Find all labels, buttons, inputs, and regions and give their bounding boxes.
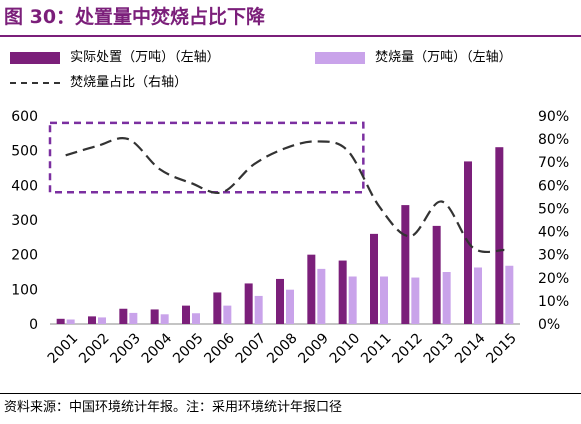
bar-incineration-2013	[442, 272, 451, 324]
bar-disposal-2010	[338, 260, 347, 324]
bar-disposal-2007	[244, 283, 253, 324]
source-divider	[0, 393, 581, 394]
bar-incineration-2014	[474, 267, 482, 324]
legend-item-ratio: 焚烧量占比（右轴）	[10, 74, 187, 92]
annotation-dashed-box	[48, 121, 365, 194]
x-tick-label: 2002	[76, 330, 113, 367]
legend-swatch-incineration	[315, 51, 365, 64]
bar-disposal-2013	[432, 225, 441, 324]
y-left-tick-label: 0	[29, 317, 38, 333]
figure-title: 图 30：处置量中焚烧占比下降	[4, 6, 266, 28]
legend-swatch-disposal	[10, 51, 60, 64]
bar-incineration-2009	[317, 268, 326, 324]
y-right-tick-label: 0%	[538, 317, 560, 333]
y-right-tick-label: 90%	[538, 109, 569, 125]
x-tick-label: 2014	[452, 330, 489, 367]
bar-disposal-2012	[401, 205, 410, 324]
y-right-tick-label: 20%	[538, 271, 569, 287]
y-left-tick-label: 500	[11, 144, 38, 160]
x-tick-label: 2003	[107, 330, 144, 367]
x-tick-label: 2009	[295, 330, 332, 367]
bar-incineration-2011	[380, 276, 388, 324]
y-left-tick-label: 600	[11, 109, 38, 125]
chart-area: 0 100 200 300 400 500 600 0% 10% 20% 30% 40% 50% 60% 7…	[11, 109, 569, 367]
title-divider	[0, 35, 581, 37]
y-right-tick-label: 60%	[538, 178, 569, 194]
x-tick-label: 2005	[170, 330, 207, 367]
x-tick-label: 2004	[139, 330, 176, 367]
y-right-tick-label: 10%	[538, 294, 569, 310]
x-tick-label: 2007	[233, 330, 270, 367]
y-right-tick-label: 30%	[538, 248, 569, 264]
bar-incineration-2012	[411, 277, 420, 324]
bar-incineration-2004	[160, 314, 169, 324]
y-right-tick-label: 80%	[538, 132, 569, 148]
bar-incineration-2015	[505, 265, 514, 324]
y-right-tick-label: 50%	[538, 201, 569, 217]
bar-incineration-2006	[223, 305, 232, 324]
bar-disposal-2004	[150, 309, 159, 324]
bar-incineration-2008	[286, 289, 294, 324]
bar-disposal-2009	[307, 254, 316, 324]
y-right-tick-label: 70%	[538, 155, 569, 171]
x-tick-label: 2001	[45, 330, 82, 367]
bar-incineration-2005	[192, 313, 200, 324]
x-tick-label: 2015	[483, 330, 520, 367]
bar-disposal-2001	[56, 318, 65, 324]
bar-disposal-2006	[213, 292, 222, 324]
y-left-tick-label: 400	[11, 178, 38, 194]
x-tick-label: 2013	[421, 330, 458, 367]
bar-incineration-2003	[129, 312, 138, 324]
bar-disposal-2015	[495, 147, 504, 324]
bar-incineration-2010	[348, 276, 357, 324]
x-tick-label: 2011	[358, 330, 395, 367]
legend-label-disposal: 实际处置（万吨）（左轴）	[70, 50, 220, 65]
bar-disposal-2003	[119, 308, 128, 324]
bar-disposal-2008	[276, 278, 284, 324]
legend-item-incineration: 焚烧量（万吨）（左轴）	[315, 49, 512, 67]
y-left-tick-label: 300	[11, 213, 38, 229]
x-tick-label: 2012	[389, 330, 426, 367]
x-tick-label: 2010	[327, 330, 364, 367]
bar-incineration-2007	[254, 295, 263, 324]
bar-incineration-2002	[98, 317, 106, 324]
y-right-tick-label: 40%	[538, 225, 569, 241]
legend-label-incineration: 焚烧量（万吨）（左轴）	[375, 50, 512, 65]
source-note: 资料来源：中国环境统计年报。注：采用环境统计年报口径	[4, 400, 343, 415]
y-left-tick-label: 200	[11, 248, 38, 264]
legend-item-disposal: 实际处置（万吨）（左轴）	[10, 49, 220, 67]
x-tick-label: 2008	[264, 330, 301, 367]
bar-incineration-2001	[66, 319, 75, 324]
ratio-line	[65, 137, 505, 254]
bar-disposal-2005	[182, 305, 190, 324]
bar-disposal-2002	[88, 316, 96, 324]
x-tick-label: 2006	[201, 330, 238, 367]
legend-label-ratio: 焚烧量占比（右轴）	[70, 75, 188, 90]
legend-swatch-ratio	[10, 81, 60, 84]
bar-disposal-2011	[370, 233, 378, 324]
y-left-tick-label: 100	[11, 282, 38, 298]
